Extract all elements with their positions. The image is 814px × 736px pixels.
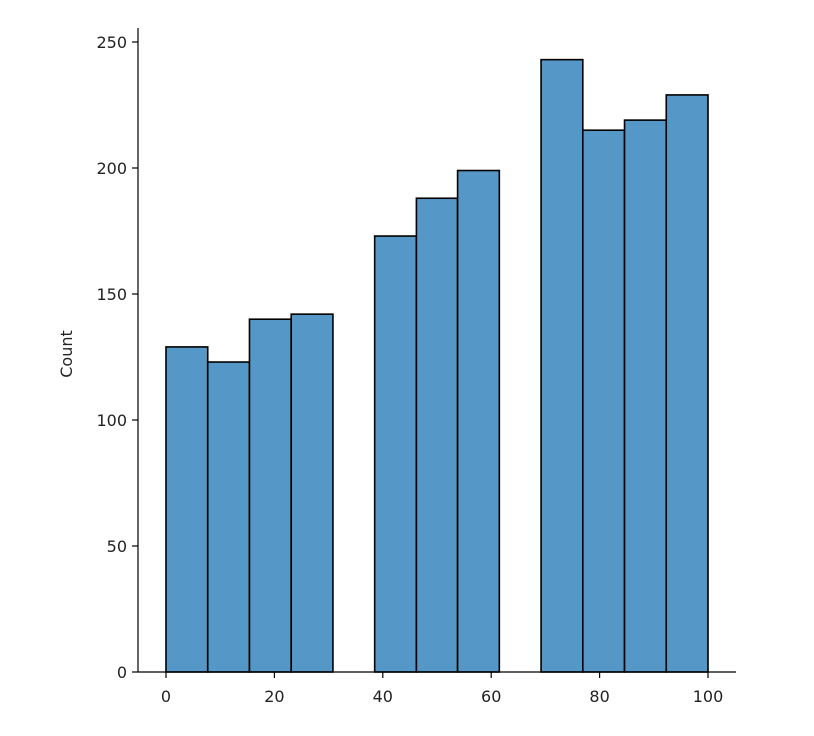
y-tick-label-5: 250 (96, 33, 127, 52)
x-tick-label-0: 0 (161, 687, 171, 706)
histogram-bar-0 (165, 346, 209, 673)
x-tick-label-2: 40 (373, 687, 393, 706)
histogram-bar-12 (665, 94, 709, 673)
axes-group (137, 28, 736, 673)
histogram-bar-3 (290, 313, 334, 673)
bars-group (165, 58, 709, 673)
histogram-bar-11 (623, 119, 668, 673)
histogram-bar-7 (456, 169, 501, 673)
y-ticks-group: 0 50 100 150 200 250 (96, 33, 138, 682)
x-tick-label-4: 80 (589, 687, 609, 706)
histogram-bar-9 (540, 58, 584, 673)
y-tick-label-0: 0 (117, 663, 127, 682)
y-tick-label-3: 150 (96, 285, 127, 304)
y-tick-label-1: 50 (107, 537, 127, 556)
y-tick-label-2: 100 (96, 411, 127, 430)
x-tick-label-5: 100 (693, 687, 724, 706)
y-tick-label-4: 200 (96, 159, 127, 178)
histogram-bar-5 (373, 235, 418, 673)
histogram-bar-10 (581, 129, 626, 673)
x-tick-label-1: 20 (264, 687, 284, 706)
histogram-bar-1 (206, 361, 251, 673)
histogram-bar-2 (248, 318, 293, 673)
x-ticks-group: 0 20 40 60 80 100 (161, 672, 723, 706)
y-axis-label: Count (57, 330, 76, 378)
histogram-bar-6 (415, 197, 459, 673)
x-tick-label-3: 60 (481, 687, 501, 706)
